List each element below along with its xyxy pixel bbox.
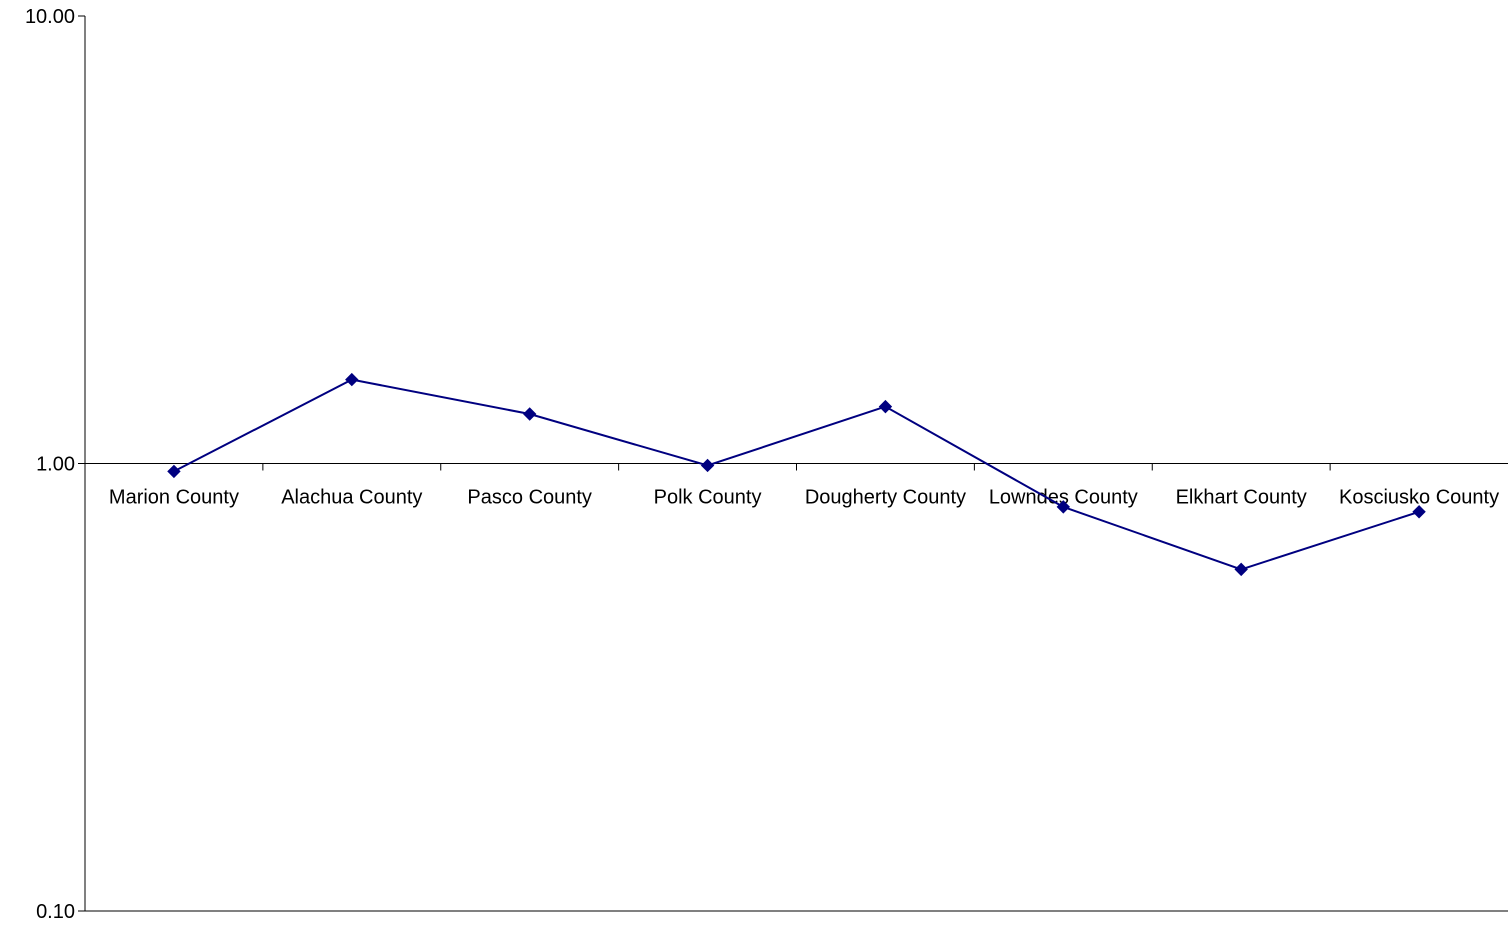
data-point-marker — [702, 459, 714, 471]
y-tick-label: 10.00 — [25, 6, 75, 28]
y-tick-label: 1.00 — [36, 454, 75, 476]
x-tick-label: Alachua County — [281, 487, 422, 509]
data-point-marker — [524, 408, 536, 420]
data-point-marker — [879, 401, 891, 413]
axes-group — [78, 16, 1508, 911]
x-tick-label: Polk County — [654, 487, 762, 509]
x-tick-labels: Marion County Alachua County Pasco County P… — [109, 487, 1499, 509]
data-point-marker — [346, 374, 358, 386]
data-point-marker — [168, 465, 180, 477]
x-tick-label: Marion County — [109, 487, 239, 509]
series-line — [174, 380, 1419, 570]
x-tick-label: Dougherty County — [805, 487, 966, 509]
y-tick-labels: 10.00 1.00 0.10 — [25, 6, 75, 923]
y-tick-label: 0.10 — [36, 901, 75, 923]
x-tick-label: Elkhart County — [1176, 487, 1307, 509]
series-group — [168, 374, 1425, 576]
x-tick-label: Pasco County — [467, 487, 592, 509]
data-point-marker — [1235, 563, 1247, 575]
